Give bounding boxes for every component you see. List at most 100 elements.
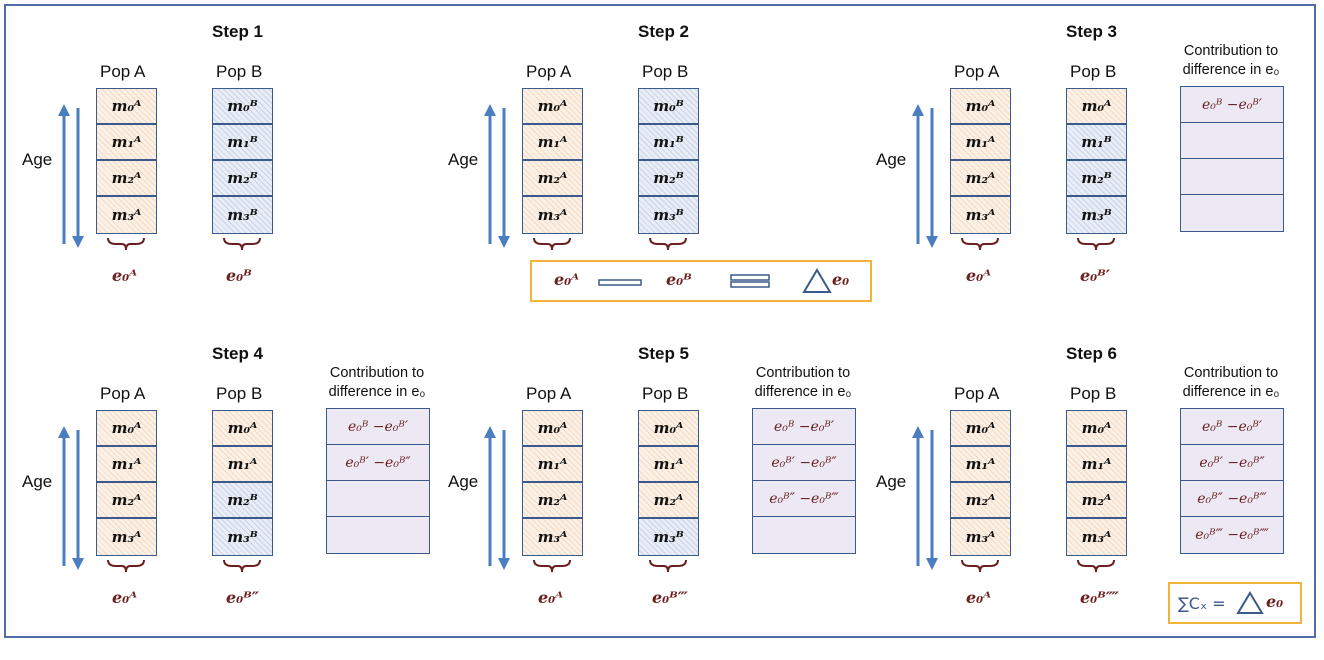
pop-a-label: Pop A (526, 62, 572, 81)
rate-cell: m₂ᴬ (639, 483, 698, 519)
pop-b-label: Pop B (642, 62, 689, 81)
rate-cell: m₃ᴮ (639, 197, 698, 233)
brace-a (961, 237, 999, 251)
pop-b-column: m₀ᴬ m₁ᴮ m₂ᴮ m₃ᴮ (1066, 88, 1127, 234)
life-expectancy-a: e₀ᴬ (554, 270, 580, 289)
rate-cell: m₁ᴬ (951, 125, 1010, 161)
contribution-label: Contribution to difference in e₀ (1182, 43, 1280, 78)
pop-b-column: m₀ᴮ m₁ᴮ m₂ᴮ m₃ᴮ (638, 88, 699, 234)
rate-cell: m₀ᴬ (639, 411, 698, 447)
step-title: Step 1 (212, 22, 264, 41)
step-5: Step 5 Pop A Pop B Age m₀ᴬ m₁ᴬ m₂ᴬ m₃ᴬ m₀ᴬ m₁ᴬ m₂ᴬ… (448, 340, 896, 660)
life-expectancy-a: e₀ᴬ (538, 588, 564, 607)
brace-b (649, 237, 687, 251)
equals-icon (730, 274, 770, 288)
rate-cell: m₃ᴮ (639, 519, 698, 555)
contribution-label: Contribution to difference in e₀ (328, 365, 426, 400)
pop-b-column: m₀ᴬ m₁ᴬ m₂ᴬ m₃ᴬ (1066, 410, 1127, 556)
sum-equation-box: ∑Cₓ = e₀ (1168, 582, 1302, 624)
rate-cell: m₀ᴬ (213, 411, 272, 447)
rate-cell: m₁ᴬ (639, 447, 698, 483)
pop-b-label: Pop B (642, 384, 689, 403)
rate-cell: m₂ᴬ (523, 161, 582, 197)
contribution-cell (1181, 123, 1283, 159)
rate-cell: m₃ᴮ (213, 197, 272, 233)
rate-cell: m₂ᴬ (97, 161, 156, 197)
contribution-column: e₀ᴮ −e₀ᴮ′ (1180, 86, 1284, 232)
pop-b-label: Pop B (1070, 384, 1117, 403)
brace-a (107, 237, 145, 251)
rate-cell: m₂ᴮ (213, 161, 272, 197)
delta-icon (802, 268, 832, 293)
age-label: Age (876, 150, 907, 169)
rate-cell: m₂ᴬ (97, 483, 156, 519)
life-expectancy-a: e₀ᴬ (112, 266, 138, 285)
pop-b-column: m₀ᴬ m₁ᴬ m₂ᴮ m₃ᴮ (212, 410, 273, 556)
contribution-cell: e₀ᴮ′ −e₀ᴮ″ (327, 445, 429, 481)
rate-cell: m₁ᴬ (523, 125, 582, 161)
age-label: Age (448, 150, 479, 169)
step-1: Step 1 Pop A Pop B Age m₀ᴬ m₁ᴬ m₂ᴬ m₃ᴬ m₀ᴮ m₁ᴮ m₂ᴮ… (22, 18, 470, 338)
age-arrows-icon (912, 104, 938, 248)
age-arrows-icon (58, 104, 84, 248)
step-title: Step 6 (1066, 344, 1118, 363)
age-arrows-icon (912, 426, 938, 570)
rate-cell: m₂ᴬ (523, 483, 582, 519)
brace-b (1077, 559, 1115, 573)
rate-cell: m₃ᴮ (1067, 197, 1126, 233)
contribution-cell: e₀ᴮ −e₀ᴮ′ (327, 409, 429, 445)
rate-cell: m₀ᴬ (97, 89, 156, 125)
rate-cell: m₃ᴬ (523, 519, 582, 555)
rate-cell: m₁ᴮ (639, 125, 698, 161)
diagram-frame (4, 4, 1316, 638)
contribution-cell: e₀ᴮ −e₀ᴮ′ (1181, 409, 1283, 445)
life-expectancy-b: e₀ᴮ′ (1080, 266, 1110, 285)
rate-cell: m₀ᴮ (639, 89, 698, 125)
age-label: Age (448, 472, 479, 491)
contribution-label: Contribution to difference in e₀ (754, 365, 852, 400)
brace-b (649, 559, 687, 573)
rate-cell: m₃ᴬ (97, 197, 156, 233)
rate-cell: m₁ᴬ (97, 125, 156, 161)
pop-a-column: m₀ᴬ m₁ᴬ m₂ᴬ m₃ᴬ (96, 410, 157, 556)
rate-cell: m₂ᴬ (951, 483, 1010, 519)
brace-a (107, 559, 145, 573)
step2-equation-box: e₀ᴬ e₀ᴮ e₀ (530, 260, 872, 302)
pop-b-label: Pop B (1070, 62, 1117, 81)
rate-cell: m₃ᴬ (523, 197, 582, 233)
life-expectancy-b: e₀ᴮ″ (226, 588, 259, 607)
contribution-cell: e₀ᴮ −e₀ᴮ′ (1181, 87, 1283, 123)
pop-a-label: Pop A (954, 384, 1000, 403)
rate-cell: m₁ᴬ (97, 447, 156, 483)
rate-cell: m₁ᴮ (213, 125, 272, 161)
contribution-cell: e₀ᴮ‴ −e₀ᴮ⁗ (1195, 527, 1269, 543)
contribution-cell (1181, 195, 1283, 231)
age-arrows-icon (58, 426, 84, 570)
age-label: Age (876, 472, 907, 491)
contribution-cell: e₀ᴮ″ −e₀ᴮ‴ (1181, 481, 1283, 517)
contribution-cell: e₀ᴮ′ −e₀ᴮ″ (1181, 445, 1283, 481)
rate-cell: m₃ᴮ (213, 519, 272, 555)
age-label: Age (22, 150, 53, 169)
rate-cell: m₀ᴬ (523, 89, 582, 125)
life-expectancy-a: e₀ᴬ (966, 266, 992, 285)
contribution-cell: e₀ᴮ −e₀ᴮ′ (753, 409, 855, 445)
contribution-cell: e₀ᴮ′ −e₀ᴮ″ (753, 445, 855, 481)
pop-b-label: Pop B (216, 384, 263, 403)
brace-b (223, 559, 261, 573)
age-arrows-icon (484, 426, 510, 570)
life-expectancy-a: e₀ᴬ (112, 588, 138, 607)
rate-cell: m₁ᴮ (1067, 125, 1126, 161)
step-3: Step 3 Pop A Pop B Age m₀ᴬ m₁ᴬ m₂ᴬ m₃ᴬ m₀ᴬ m₁ᴮ m₂ᴮ… (876, 18, 1324, 338)
rate-cell: m₃ᴬ (951, 519, 1010, 555)
minus-icon (598, 279, 642, 286)
delta-e0: e₀ (832, 270, 850, 289)
life-expectancy-b: e₀ᴮ (666, 270, 692, 289)
age-arrows-icon (484, 104, 510, 248)
step-title: Step 4 (212, 344, 264, 363)
pop-a-column: m₀ᴬ m₁ᴬ m₂ᴬ m₃ᴬ (96, 88, 157, 234)
contribution-cell (753, 517, 855, 553)
contribution-cell (1181, 159, 1283, 195)
rate-cell: m₁ᴬ (523, 447, 582, 483)
brace-a (533, 559, 571, 573)
